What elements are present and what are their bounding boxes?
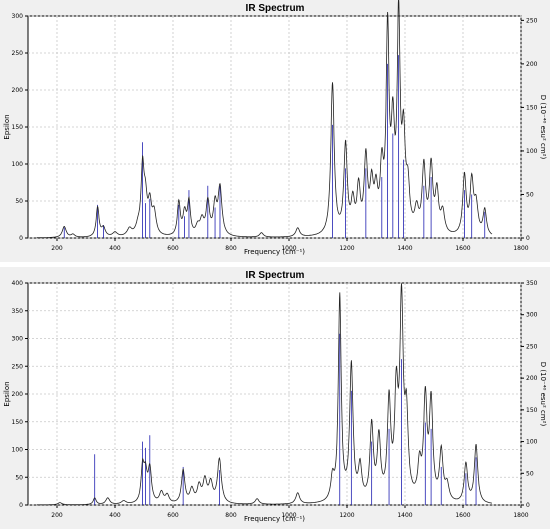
chart-title: IR Spectrum <box>245 3 305 14</box>
y2-tick-label: 150 <box>526 407 538 414</box>
y-tick-label: 150 <box>12 124 24 131</box>
x-tick-label: 1400 <box>397 512 412 519</box>
x-tick-label: 200 <box>51 512 63 519</box>
y2-tick-label: 0 <box>526 502 530 509</box>
x-tick-label: 800 <box>225 245 237 252</box>
y2-tick-label: 300 <box>526 312 538 319</box>
y-tick-label: 400 <box>12 280 24 287</box>
x-tick-label: 400 <box>109 512 121 519</box>
y-tick-label: 50 <box>15 198 23 205</box>
y-tick-label: 100 <box>12 161 24 168</box>
y2-tick-label: 250 <box>526 343 538 350</box>
y2-axis-label: D (10⁻⁴⁰ esu² cm²) <box>539 95 547 160</box>
y-tick-label: 100 <box>12 447 24 454</box>
ir-spectrum-chart: 200 400 600 800 1000 1200 1400 1600 180005010015… <box>3 0 547 256</box>
x-tick-label: 1000 <box>281 512 296 519</box>
y2-tick-label: 50 <box>526 470 534 477</box>
x-tick-label: 1800 <box>513 245 528 252</box>
x-tick-label: 1000 <box>281 245 296 252</box>
chart-panel-top: IR Spectrum 200 400 600 800 1000 1200 1400 1600… <box>0 0 550 262</box>
y-tick-label: 0 <box>19 235 23 242</box>
y-tick-label: 200 <box>12 391 24 398</box>
y-tick-label: 300 <box>12 336 24 343</box>
y-tick-label: 250 <box>12 363 24 370</box>
x-tick-label: 1600 <box>455 245 470 252</box>
y2-tick-label: 200 <box>526 375 538 382</box>
y2-tick-label: 50 <box>526 191 534 198</box>
y-tick-label: 150 <box>12 419 24 426</box>
y2-tick-label: 350 <box>526 280 538 287</box>
chart-panel-bottom: IR Spectrum 200 400 600 800 1000 1200 1400 1600… <box>0 267 550 529</box>
chart-title: IR Spectrum <box>245 270 305 281</box>
x-tick-label: 400 <box>109 245 121 252</box>
y2-tick-label: 250 <box>526 17 538 24</box>
x-tick-label: 200 <box>51 245 63 252</box>
x-tick-label: 1400 <box>397 245 412 252</box>
x-tick-label: 1800 <box>513 512 528 519</box>
x-tick-label: 1200 <box>339 512 354 519</box>
plot-area <box>27 282 522 506</box>
x-axis-label: Frequency (cm⁻¹) <box>244 248 305 256</box>
y2-tick-label: 100 <box>526 439 538 446</box>
y2-tick-label: 200 <box>526 61 538 68</box>
y-tick-label: 350 <box>12 308 24 315</box>
x-tick-label: 600 <box>167 245 179 252</box>
y-tick-label: 250 <box>12 50 24 57</box>
y2-tick-label: 0 <box>526 235 530 242</box>
y2-axis-label: D (10⁻⁴⁰ esu² cm²) <box>539 362 547 427</box>
x-axis-label: Frequency (cm⁻¹) <box>244 515 305 523</box>
y2-tick-label: 150 <box>526 104 538 111</box>
ir-spectrum-chart: 200 400 600 800 1000 1200 1400 1600 180005010015… <box>3 280 547 523</box>
y-tick-label: 200 <box>12 87 24 94</box>
x-tick-label: 600 <box>167 512 179 519</box>
x-tick-label: 1600 <box>455 512 470 519</box>
spectrum-line <box>36 283 492 506</box>
x-tick-label: 1200 <box>339 245 354 252</box>
y-axis-label: Epsilon <box>3 381 11 406</box>
y2-tick-label: 100 <box>526 148 538 155</box>
y-tick-label: 300 <box>12 13 24 20</box>
y-tick-label: 50 <box>15 474 23 481</box>
spectrum-line <box>36 0 493 239</box>
y-axis-label: Epsilon <box>3 114 11 139</box>
x-tick-label: 800 <box>225 512 237 519</box>
y-tick-label: 0 <box>19 502 23 509</box>
